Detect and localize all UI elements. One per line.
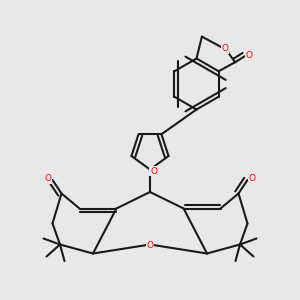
Text: O: O	[44, 174, 52, 183]
Text: O: O	[146, 242, 154, 250]
Text: O: O	[221, 44, 228, 53]
Text: O: O	[245, 51, 252, 60]
Text: O: O	[150, 167, 157, 176]
Text: O: O	[248, 174, 256, 183]
